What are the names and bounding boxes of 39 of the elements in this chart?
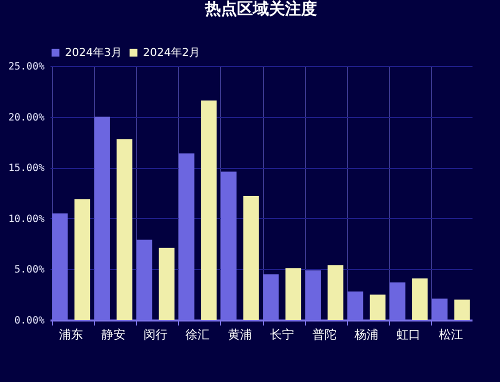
x-tick-label: 松江 [438,328,463,342]
bar [243,196,259,320]
bar [94,116,110,320]
bar [158,248,174,320]
x-tick-label: 闵行 [144,328,168,342]
bar [136,240,152,320]
bar [285,268,302,320]
bar [412,278,428,320]
y-tick-label: 10.00% [8,214,44,225]
chart-title: 热点区域关注度 [204,0,317,18]
bar [305,270,321,320]
bar [454,300,470,320]
bar [390,282,406,320]
x-tick-label: 普陀 [312,328,336,342]
y-tick-label: 15.00% [8,163,44,174]
y-tick-label: 5.00% [14,264,44,276]
x-tick-label: 浦东 [59,328,84,342]
bar [370,294,386,320]
legend-label: 2024年3月 [65,46,122,59]
bar [263,274,279,320]
bar [52,213,68,320]
x-tick-label: 长宁 [270,328,294,342]
x-tick-label: 虹口 [396,328,421,342]
x-tick-label: 杨浦 [354,328,378,342]
bar [116,139,132,320]
legend-label: 2024年2月 [143,46,200,59]
x-tick-label: 徐汇 [186,328,210,342]
x-tick-label: 静安 [101,328,126,342]
bar [328,265,344,320]
bar [201,100,217,320]
x-tick-label: 黄浦 [228,328,252,342]
y-tick-label: 20.00% [8,112,44,124]
bar [432,298,448,320]
bar [348,292,364,320]
bar [74,199,90,320]
bar [220,172,237,320]
y-tick-label: 25.00% [8,62,44,72]
y-tick-label: 0.00% [14,316,44,326]
bar [178,153,194,320]
